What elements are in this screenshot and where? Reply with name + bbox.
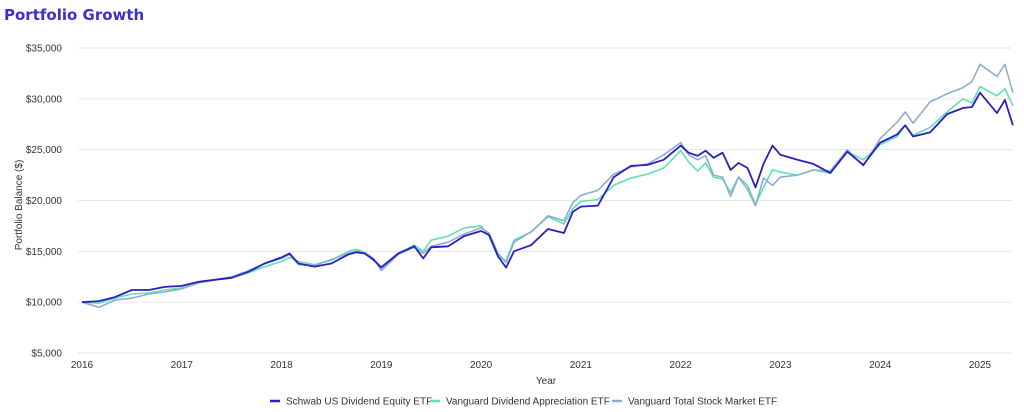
y-tick-label: $15,000 bbox=[26, 247, 63, 258]
legend-item-2[interactable]: Vanguard Dividend Appreciation ETF bbox=[430, 397, 610, 408]
chart-title: Portfolio Growth bbox=[4, 6, 145, 24]
x-axis-label: Year bbox=[536, 376, 557, 387]
y-axis-ticks: $5,000 $10,000 $15,000 $20,000 $25,000 $30,00… bbox=[26, 44, 63, 360]
y-tick-label: $20,000 bbox=[26, 196, 63, 207]
grid-lines bbox=[78, 47, 1012, 354]
y-tick-label: $5,000 bbox=[31, 349, 62, 360]
x-tick-label: 2017 bbox=[171, 360, 194, 371]
y-axis-label: Portfolio Balance ($) bbox=[14, 160, 25, 251]
legend-item-3[interactable]: Vanguard Total Stock Market ETF bbox=[612, 397, 777, 408]
y-tick-label: $30,000 bbox=[26, 94, 63, 105]
y-tick-label: $25,000 bbox=[26, 145, 63, 156]
x-tick-label: 2024 bbox=[869, 360, 892, 371]
x-tick-label: 2020 bbox=[470, 360, 493, 371]
x-tick-label: 2022 bbox=[670, 360, 693, 371]
legend-label: Vanguard Dividend Appreciation ETF bbox=[446, 397, 610, 408]
series-line-3 bbox=[81, 63, 1014, 309]
series-line-2 bbox=[81, 85, 1014, 305]
y-tick-label: $10,000 bbox=[26, 298, 63, 309]
x-tick-label: 2019 bbox=[370, 360, 393, 371]
legend-item-1[interactable]: Schwab US Dividend Equity ETF bbox=[270, 397, 432, 408]
y-tick-label: $35,000 bbox=[26, 44, 63, 55]
x-tick-label: 2023 bbox=[769, 360, 792, 371]
x-axis-ticks: 2016 2017 2018 2019 2020 2021 2022 2023 2024 2025 bbox=[71, 360, 992, 371]
x-tick-label: 2018 bbox=[270, 360, 293, 371]
series-line-1 bbox=[81, 91, 1014, 304]
series-lines bbox=[81, 63, 1014, 309]
x-tick-label: 2021 bbox=[570, 360, 593, 371]
legend: Schwab US Dividend Equity ETF Vanguard Di… bbox=[270, 397, 777, 408]
legend-label: Schwab US Dividend Equity ETF bbox=[286, 397, 432, 408]
x-tick-label: 2025 bbox=[969, 360, 992, 371]
x-tick-label: 2016 bbox=[71, 360, 94, 371]
legend-label: Vanguard Total Stock Market ETF bbox=[628, 397, 777, 408]
